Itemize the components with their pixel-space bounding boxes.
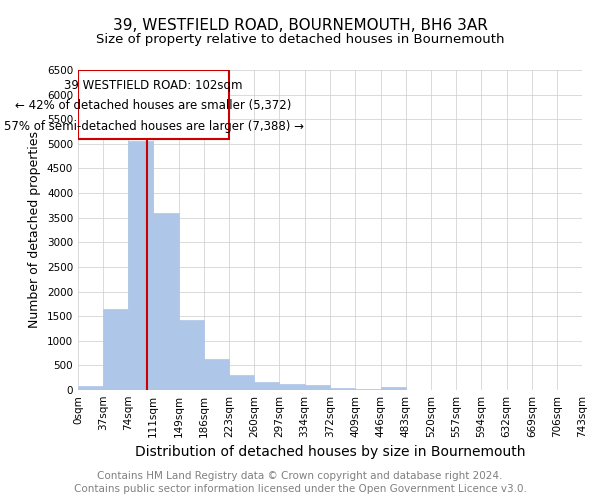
- Text: Contains HM Land Registry data © Crown copyright and database right 2024.: Contains HM Land Registry data © Crown c…: [97, 471, 503, 481]
- Bar: [78, 70, 229, 139]
- Y-axis label: Number of detached properties: Number of detached properties: [28, 132, 41, 328]
- Bar: [355, 389, 380, 390]
- Text: 57% of semi-detached houses are larger (7,388) →: 57% of semi-detached houses are larger (…: [4, 120, 304, 133]
- Text: ← 42% of detached houses are smaller (5,372): ← 42% of detached houses are smaller (5,…: [16, 100, 292, 112]
- Bar: [229, 375, 254, 390]
- Text: 39 WESTFIELD ROAD: 102sqm: 39 WESTFIELD ROAD: 102sqm: [64, 78, 243, 92]
- Bar: [254, 382, 280, 390]
- Bar: [153, 213, 179, 390]
- Bar: [103, 309, 128, 390]
- Text: Contains public sector information licensed under the Open Government Licence v3: Contains public sector information licen…: [74, 484, 526, 494]
- Bar: [78, 386, 103, 390]
- Bar: [380, 388, 406, 390]
- Text: 39, WESTFIELD ROAD, BOURNEMOUTH, BH6 3AR: 39, WESTFIELD ROAD, BOURNEMOUTH, BH6 3AR: [113, 18, 487, 32]
- Bar: [179, 320, 204, 390]
- Text: Size of property relative to detached houses in Bournemouth: Size of property relative to detached ho…: [96, 32, 504, 46]
- Bar: [204, 360, 229, 390]
- Bar: [280, 384, 305, 390]
- Bar: [305, 386, 331, 390]
- X-axis label: Distribution of detached houses by size in Bournemouth: Distribution of detached houses by size …: [135, 446, 525, 460]
- Bar: [331, 388, 355, 390]
- Bar: [128, 141, 153, 390]
